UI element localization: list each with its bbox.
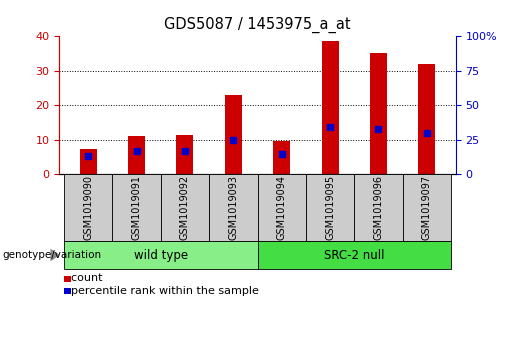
Bar [64, 174, 112, 241]
Text: GSM1019091: GSM1019091 [132, 175, 142, 240]
Text: GSM1019092: GSM1019092 [180, 175, 190, 240]
Bar [306, 174, 354, 241]
Text: GSM1019094: GSM1019094 [277, 175, 287, 240]
Bar [128, 136, 145, 174]
Bar [161, 174, 209, 241]
Bar [418, 64, 435, 174]
Bar [370, 53, 387, 174]
Bar [80, 150, 97, 174]
Text: wild type: wild type [134, 249, 188, 261]
Bar [177, 135, 194, 174]
Polygon shape [50, 249, 60, 261]
Bar [273, 141, 290, 174]
Bar [64, 241, 258, 269]
Text: GSM1019097: GSM1019097 [422, 175, 432, 240]
Bar [225, 95, 242, 174]
Bar [209, 174, 258, 241]
Text: GDS5087 / 1453975_a_at: GDS5087 / 1453975_a_at [164, 16, 351, 33]
Text: percentile rank within the sample: percentile rank within the sample [64, 286, 259, 296]
Text: GSM1019096: GSM1019096 [373, 175, 383, 240]
Bar [354, 174, 403, 241]
Bar [403, 174, 451, 241]
Bar [321, 41, 338, 174]
Text: genotype/variation: genotype/variation [3, 250, 101, 260]
Text: count: count [64, 273, 103, 283]
Text: GSM1019093: GSM1019093 [228, 175, 238, 240]
Bar [112, 174, 161, 241]
Bar [258, 174, 306, 241]
Text: GSM1019095: GSM1019095 [325, 175, 335, 240]
Text: GSM1019090: GSM1019090 [83, 175, 93, 240]
Text: SRC-2 null: SRC-2 null [324, 249, 385, 261]
Bar [258, 241, 451, 269]
